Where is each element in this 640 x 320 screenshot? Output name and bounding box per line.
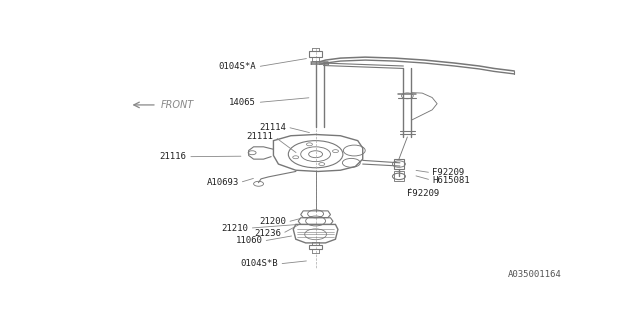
Text: 21116: 21116 [160, 152, 187, 161]
Text: F92209: F92209 [408, 189, 440, 198]
Text: 11060: 11060 [236, 236, 262, 245]
Text: H615081: H615081 [432, 176, 470, 185]
Text: 0104S*B: 0104S*B [241, 259, 278, 268]
Text: 21111: 21111 [246, 132, 273, 141]
Text: F92209: F92209 [432, 168, 465, 177]
Text: A10693: A10693 [207, 178, 239, 187]
Text: 21210: 21210 [222, 224, 249, 233]
Text: 21200: 21200 [259, 218, 286, 227]
Text: A035001164: A035001164 [508, 270, 561, 279]
Text: 21236: 21236 [254, 229, 281, 238]
Text: FRONT: FRONT [161, 100, 194, 110]
Text: 21114: 21114 [259, 123, 286, 132]
Text: 14065: 14065 [229, 98, 256, 107]
Text: 0104S*A: 0104S*A [218, 62, 256, 71]
